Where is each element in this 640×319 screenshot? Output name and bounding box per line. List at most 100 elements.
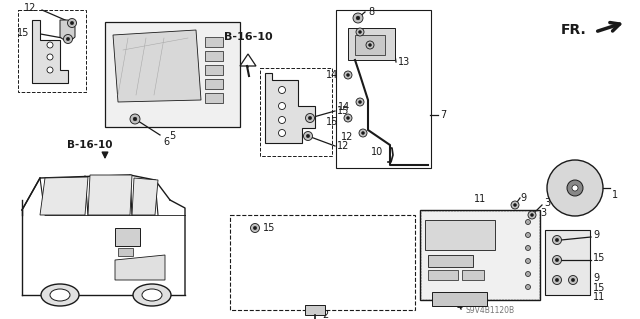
- Polygon shape: [115, 255, 165, 280]
- Text: S9V4B1120B: S9V4B1120B: [465, 306, 515, 315]
- Circle shape: [346, 116, 349, 120]
- Circle shape: [356, 16, 360, 20]
- Circle shape: [133, 117, 137, 121]
- Text: 12: 12: [337, 141, 349, 151]
- Circle shape: [567, 180, 583, 196]
- Bar: [205, 65, 223, 75]
- Bar: [105, 22, 240, 127]
- Bar: [420, 210, 540, 300]
- Circle shape: [353, 13, 363, 23]
- Circle shape: [70, 21, 74, 25]
- Text: 3: 3: [540, 208, 546, 218]
- Bar: [118, 248, 133, 256]
- Bar: [462, 270, 484, 280]
- Polygon shape: [88, 175, 132, 215]
- Ellipse shape: [50, 289, 70, 301]
- Text: 9: 9: [593, 273, 599, 283]
- Circle shape: [552, 256, 561, 264]
- Bar: [432, 292, 487, 306]
- Text: 15: 15: [326, 117, 338, 127]
- Circle shape: [525, 285, 531, 290]
- Circle shape: [556, 278, 559, 282]
- Circle shape: [531, 213, 534, 217]
- Circle shape: [305, 114, 314, 122]
- Ellipse shape: [142, 289, 162, 301]
- Circle shape: [278, 116, 285, 123]
- Bar: [305, 305, 325, 315]
- Circle shape: [278, 86, 285, 93]
- Circle shape: [547, 160, 603, 216]
- Polygon shape: [40, 177, 88, 215]
- Circle shape: [308, 116, 312, 120]
- Circle shape: [344, 114, 352, 122]
- Ellipse shape: [133, 284, 171, 306]
- Polygon shape: [355, 35, 385, 55]
- Circle shape: [47, 42, 53, 48]
- Text: 14: 14: [326, 70, 338, 80]
- Bar: [336, 10, 431, 168]
- Text: 13: 13: [398, 57, 410, 67]
- Text: 11: 11: [593, 292, 605, 302]
- Text: 2: 2: [322, 310, 328, 319]
- Polygon shape: [348, 28, 395, 60]
- Bar: [205, 93, 223, 103]
- Polygon shape: [265, 73, 315, 143]
- Circle shape: [552, 235, 561, 244]
- Circle shape: [47, 67, 53, 73]
- Circle shape: [572, 278, 575, 282]
- Polygon shape: [32, 20, 68, 83]
- Ellipse shape: [41, 284, 79, 306]
- Text: 12: 12: [340, 132, 353, 142]
- Circle shape: [556, 238, 559, 242]
- Circle shape: [362, 131, 365, 135]
- Text: 15: 15: [263, 223, 275, 233]
- Text: B-16-10: B-16-10: [67, 140, 113, 150]
- Text: 1: 1: [612, 190, 618, 200]
- Bar: [18, 10, 86, 92]
- Circle shape: [67, 19, 77, 27]
- Bar: [205, 79, 223, 89]
- Circle shape: [525, 246, 531, 250]
- Circle shape: [250, 224, 259, 233]
- Bar: [421, 211, 539, 299]
- Circle shape: [63, 34, 72, 43]
- Circle shape: [358, 31, 362, 33]
- Circle shape: [552, 276, 561, 285]
- Circle shape: [525, 219, 531, 225]
- Circle shape: [253, 226, 257, 230]
- Circle shape: [511, 201, 519, 209]
- Text: 10: 10: [371, 147, 383, 157]
- Text: 3: 3: [544, 198, 550, 208]
- Text: 15: 15: [593, 283, 605, 293]
- Text: 7: 7: [440, 110, 446, 120]
- Text: 14: 14: [338, 102, 350, 112]
- Polygon shape: [240, 54, 256, 66]
- Circle shape: [525, 271, 531, 277]
- Circle shape: [356, 28, 364, 36]
- Bar: [115, 228, 140, 246]
- Circle shape: [278, 130, 285, 137]
- Text: 15: 15: [337, 106, 349, 116]
- Bar: [230, 215, 415, 310]
- Text: 15: 15: [17, 28, 29, 38]
- Text: B-16-10: B-16-10: [224, 32, 272, 42]
- Circle shape: [358, 100, 362, 104]
- Polygon shape: [60, 20, 75, 43]
- Bar: [205, 51, 223, 61]
- Bar: [545, 230, 590, 295]
- Circle shape: [366, 41, 374, 49]
- Circle shape: [303, 131, 312, 140]
- Text: 11: 11: [474, 194, 486, 204]
- Bar: [428, 255, 473, 267]
- Circle shape: [356, 98, 364, 106]
- Text: 15: 15: [593, 253, 605, 263]
- Circle shape: [528, 211, 536, 219]
- Bar: [425, 220, 495, 250]
- Bar: [260, 68, 332, 156]
- Circle shape: [369, 43, 371, 47]
- Circle shape: [67, 37, 70, 41]
- Polygon shape: [132, 178, 158, 215]
- Circle shape: [346, 73, 349, 77]
- Circle shape: [359, 129, 367, 137]
- Circle shape: [525, 233, 531, 238]
